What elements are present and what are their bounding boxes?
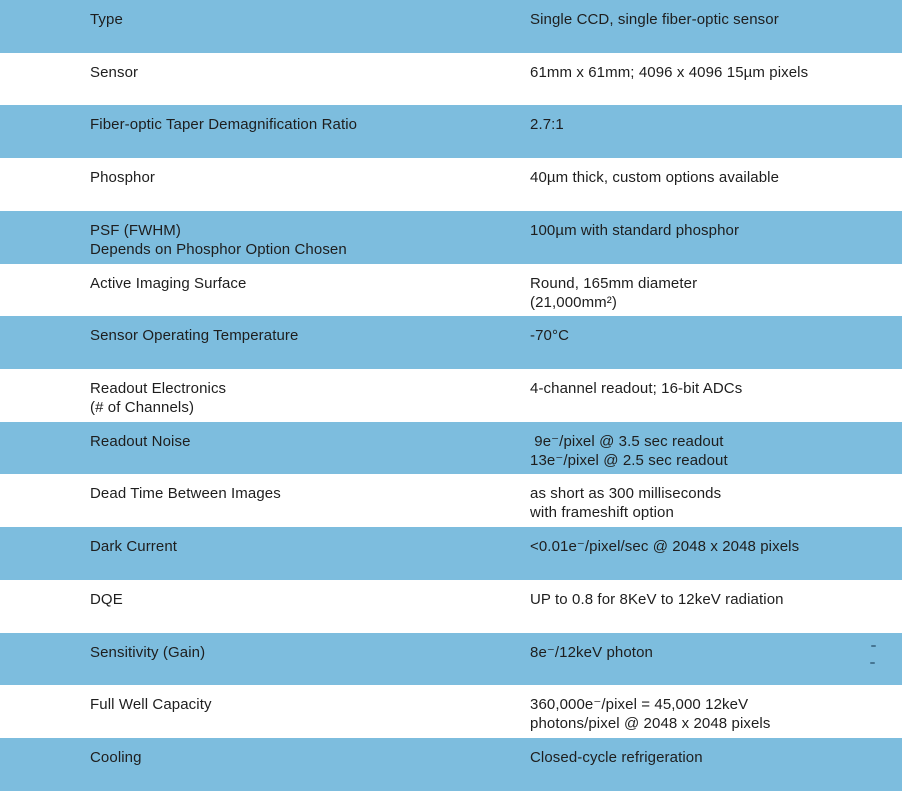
spec-value: Single CCD, single fiber-optic sensor xyxy=(530,11,779,28)
spec-value: 360,000e⁻/pixel = 45,000 12keV photons/p… xyxy=(530,696,771,733)
spec-value: as short as 300 milliseconds with frames… xyxy=(530,485,722,522)
table-row: Readout Noise 9e⁻/pixel @ 3.5 sec readou… xyxy=(0,421,902,475)
table-row: PSF (FWHM) Depends on Phosphor Option Ch… xyxy=(0,210,902,264)
spec-label: PSF (FWHM) Depends on Phosphor Option Ch… xyxy=(90,221,347,258)
stray-mark xyxy=(870,662,875,664)
spec-value: 9e⁻/pixel @ 3.5 sec readout 13e⁻/pixel @… xyxy=(530,432,728,469)
spec-label: Dead Time Between Images xyxy=(90,485,281,503)
table-row: DQE UP to 0.8 for 8KeV to 12keV radiatio… xyxy=(0,579,902,633)
table-row: Sensitivity (Gain) 8e⁻/12keV photon xyxy=(0,632,902,686)
spec-value: 61mm x 61mm; 4096 x 4096 15µm pixels xyxy=(530,63,809,81)
spec-value: 4-channel readout; 16-bit ADCs xyxy=(530,380,743,398)
spec-label: Cooling xyxy=(90,749,142,767)
stray-mark xyxy=(871,645,876,647)
table-row: Phosphor 40µm thick, custom options avai… xyxy=(0,158,902,211)
spec-label: Phosphor xyxy=(90,169,156,187)
spec-value: 100µm with standard phosphor xyxy=(530,221,740,239)
table-row: Sensor Operating Temperature -70°C xyxy=(0,316,902,370)
spec-label: Active Imaging Surface xyxy=(90,274,247,292)
table-row: Dead Time Between Images as short as 300… xyxy=(0,474,902,528)
table-row: Fiber-optic Taper Demagnification Ratio … xyxy=(0,105,902,159)
spec-value: Round, 165mm diameter (21,000mm²) xyxy=(530,274,698,311)
spec-label: Sensor xyxy=(90,63,139,81)
table-row: Sensor 61mm x 61mm; 4096 x 4096 15µm pix… xyxy=(0,52,902,106)
spec-value: 2.7:1 xyxy=(530,116,564,134)
spec-label: DQE xyxy=(90,590,123,608)
spec-label: Readout Noise xyxy=(90,432,191,450)
table-row: Full Well Capacity 360,000e⁻/pixel = 45,… xyxy=(0,685,902,739)
spec-value: UP to 0.8 for 8KeV to 12keV radiation xyxy=(530,590,784,608)
spec-label: Type xyxy=(90,11,123,28)
spec-value: Closed-cycle refrigeration xyxy=(530,749,703,767)
spec-value: 40µm thick, custom options available xyxy=(530,169,780,187)
spec-value: -70°C xyxy=(530,327,570,345)
table-row: Cooling Closed-cycle refrigeration xyxy=(0,738,902,791)
table-row: Active Imaging Surface Round, 165mm diam… xyxy=(0,263,902,317)
spec-label: Readout Electronics (# of Channels) xyxy=(90,380,227,417)
spec-label: Dark Current xyxy=(90,538,178,556)
spec-label: Sensitivity (Gain) xyxy=(90,643,206,661)
table-row: Type Single CCD, single fiber-optic sens… xyxy=(0,0,902,53)
spec-label: Fiber-optic Taper Demagnification Ratio xyxy=(90,116,358,134)
spec-value: 8e⁻/12keV photon xyxy=(530,643,653,661)
spec-label: Full Well Capacity xyxy=(90,696,212,714)
spec-value: <0.01e⁻/pixel/sec @ 2048 x 2048 pixels xyxy=(530,538,800,556)
table-row: Dark Current <0.01e⁻/pixel/sec @ 2048 x … xyxy=(0,527,902,580)
table-row: Readout Electronics (# of Channels) 4-ch… xyxy=(0,369,902,422)
spec-label: Sensor Operating Temperature xyxy=(90,327,299,345)
